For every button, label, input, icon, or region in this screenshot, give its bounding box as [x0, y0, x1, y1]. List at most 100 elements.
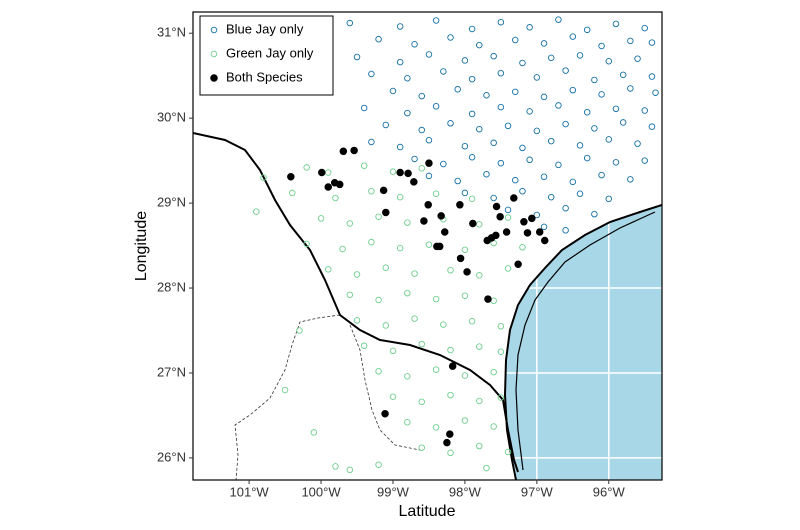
point — [569, 33, 577, 40]
point — [463, 268, 471, 276]
point — [476, 397, 483, 405]
point — [396, 193, 404, 201]
point — [396, 23, 404, 30]
point — [411, 270, 418, 277]
point — [440, 160, 447, 168]
point — [447, 34, 454, 41]
y-tick-label: 29°N — [157, 195, 186, 210]
point — [476, 343, 483, 350]
point — [425, 137, 433, 144]
point — [425, 51, 433, 58]
point — [526, 24, 533, 31]
point — [396, 143, 404, 151]
point — [504, 206, 512, 214]
point — [432, 17, 440, 24]
point — [360, 162, 368, 169]
point — [627, 37, 634, 45]
point — [432, 295, 440, 303]
x-axis-title: Latitude — [399, 503, 456, 520]
point — [490, 139, 497, 147]
point — [605, 195, 613, 203]
point — [350, 146, 358, 155]
legend-box — [199, 15, 334, 96]
point — [382, 208, 390, 217]
point — [404, 109, 411, 117]
point — [382, 264, 390, 271]
point — [420, 217, 428, 225]
point — [461, 372, 469, 379]
legend: Blue Jay only Green Jay only Both Species — [199, 15, 334, 96]
point — [447, 346, 454, 354]
point — [454, 177, 461, 185]
point — [497, 69, 505, 77]
point — [492, 202, 501, 211]
point — [418, 444, 425, 451]
y-tick-label: 31°N — [157, 25, 186, 40]
point — [396, 58, 404, 66]
point — [483, 91, 490, 99]
point — [461, 189, 469, 197]
point — [526, 108, 533, 115]
point — [497, 159, 505, 167]
point — [504, 448, 512, 456]
point — [533, 74, 541, 81]
point — [346, 466, 354, 474]
point — [476, 41, 483, 49]
point — [332, 194, 339, 202]
point — [497, 323, 505, 330]
point — [605, 58, 613, 65]
point — [591, 125, 598, 132]
point — [404, 289, 411, 297]
point — [490, 423, 497, 430]
point — [447, 391, 454, 399]
point — [569, 178, 577, 186]
legend-marker — [210, 50, 218, 58]
point — [448, 362, 457, 370]
point — [446, 430, 454, 438]
point — [634, 140, 641, 147]
point — [360, 104, 368, 112]
point — [576, 142, 584, 149]
point — [497, 394, 505, 401]
point — [476, 125, 483, 133]
y-tick-label: 27°N — [157, 364, 186, 379]
point — [469, 219, 477, 228]
point — [433, 242, 441, 251]
point — [612, 159, 620, 166]
point — [598, 42, 605, 50]
point — [519, 144, 526, 152]
point — [425, 241, 433, 248]
point — [461, 142, 469, 150]
y-tick-label: 30°N — [157, 110, 186, 125]
point — [468, 110, 476, 118]
point — [353, 53, 361, 61]
point — [375, 368, 382, 375]
state-boundary — [234, 314, 341, 480]
point — [389, 168, 397, 175]
point — [456, 201, 464, 209]
plot-frame — [192, 11, 663, 481]
point — [461, 292, 469, 299]
barrier-island — [515, 211, 656, 471]
point — [555, 161, 562, 169]
point — [598, 91, 605, 98]
point — [411, 315, 418, 322]
point — [432, 366, 440, 373]
point — [598, 171, 605, 179]
point — [281, 386, 289, 394]
point — [612, 105, 620, 113]
point — [497, 348, 505, 355]
point — [562, 120, 569, 128]
x-tick-label: 98°W — [449, 484, 482, 499]
point — [510, 194, 518, 202]
point — [346, 19, 354, 27]
point — [483, 464, 490, 472]
point — [404, 169, 412, 178]
point — [502, 228, 511, 236]
point — [389, 87, 397, 95]
point — [310, 429, 318, 436]
point — [648, 39, 656, 46]
point — [411, 155, 418, 163]
point — [375, 296, 382, 304]
